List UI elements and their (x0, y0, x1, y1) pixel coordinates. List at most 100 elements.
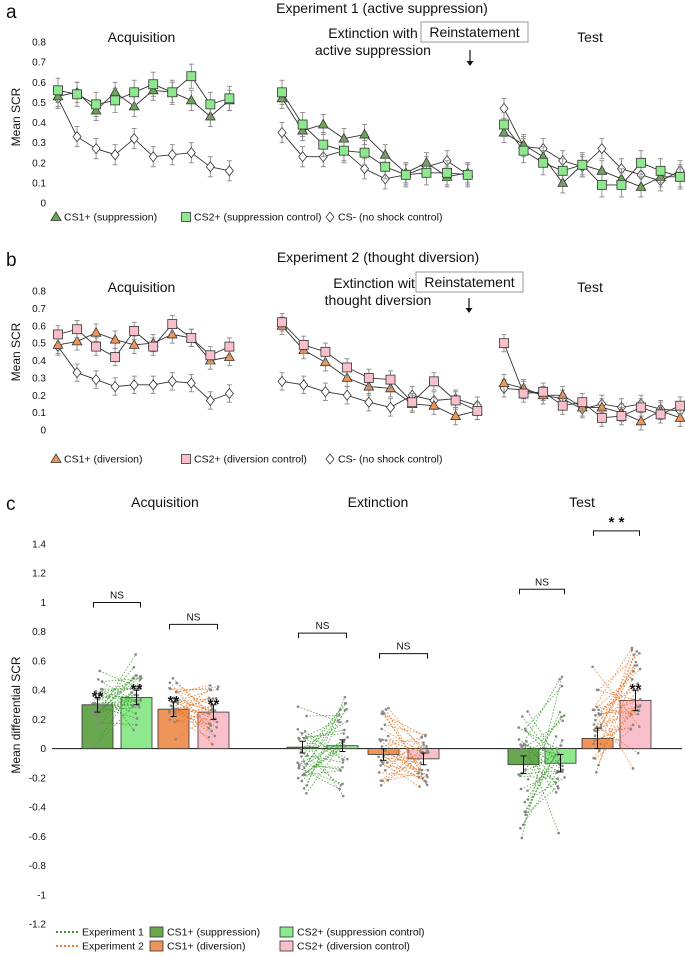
subject-dot (343, 728, 346, 732)
subject-line (381, 737, 422, 747)
y-tick-label: -1.2 (29, 920, 47, 931)
subject-dot (135, 717, 139, 720)
legend-box (279, 926, 294, 938)
section-title-line: Test (577, 279, 603, 295)
data-point-square (636, 157, 646, 168)
subject-line (599, 706, 640, 715)
data-point-square (186, 333, 197, 343)
y-tick-label: 0.2 (32, 715, 46, 726)
data-point-diamond (186, 147, 196, 159)
subject-line (381, 728, 423, 753)
subject-dot (599, 742, 603, 746)
y-tick-label: 0.3 (32, 138, 46, 149)
subject-line (169, 719, 211, 725)
section-title-line: Extinction with (328, 25, 417, 41)
subject-dot (305, 792, 308, 795)
subject-dot (598, 749, 601, 753)
subject-dot (561, 764, 564, 768)
subject-dot (592, 728, 596, 732)
subject-dot (592, 723, 596, 726)
y-tick-label: -0.4 (29, 803, 47, 814)
comparison-bracket (593, 530, 640, 536)
subject-dot (208, 684, 212, 687)
data-point-diamond (205, 161, 215, 173)
subject-line (177, 720, 210, 738)
data-point-triangle (185, 94, 197, 105)
data-point-triangle (71, 335, 83, 346)
subject-line (598, 689, 635, 711)
subject-dot (91, 709, 95, 713)
subject-dot (132, 665, 136, 669)
subject-dot (381, 710, 384, 713)
data-point-triangle (128, 339, 140, 349)
subject-line (524, 685, 563, 730)
data-point-square (538, 157, 549, 168)
data-point-square (224, 93, 235, 104)
subject-line (520, 769, 563, 790)
section-title: Test (577, 29, 603, 45)
subject-dot (297, 736, 300, 740)
subject-line (384, 724, 426, 736)
y-tick-label: 0 (40, 426, 46, 437)
subject-line (520, 744, 558, 772)
series-line (281, 321, 478, 412)
data-point-diamond (277, 375, 287, 387)
subject-dot (171, 677, 175, 680)
subject-line (525, 740, 563, 813)
subject-dot (296, 776, 300, 780)
section-title: Acquisition (108, 29, 176, 45)
section-title-line: thought diversion (325, 292, 432, 308)
data-point-square (557, 165, 568, 176)
subject-dot (100, 694, 103, 697)
subject-dot (523, 800, 527, 804)
subject-dot (593, 734, 597, 738)
subject-line (99, 654, 137, 712)
data-point-triangle (128, 100, 140, 111)
section-title: Extinction (348, 494, 409, 510)
data-point-square (472, 405, 483, 416)
subject-dot (138, 683, 142, 687)
subject-dot (558, 677, 561, 681)
data-point-square (616, 411, 627, 422)
y-tick-label: 1.4 (32, 540, 46, 551)
subject-dot (131, 705, 135, 708)
data-point-square (129, 326, 140, 336)
data-point-square (616, 179, 627, 190)
data-point-square (298, 339, 309, 350)
subject-line (519, 720, 563, 752)
subject-dot (172, 696, 175, 700)
significance-stars: ** (208, 696, 220, 713)
subject-line (95, 696, 136, 714)
subject-dot (379, 784, 383, 787)
subject-line (595, 654, 635, 773)
subject-dot (556, 786, 560, 790)
subject-dot (214, 696, 218, 700)
subject-dot (425, 745, 428, 748)
subject-line (170, 688, 211, 691)
subject-line (99, 670, 141, 690)
subject-dot (297, 766, 301, 770)
subject-dot (422, 741, 425, 744)
subject-dot (518, 750, 522, 754)
subject-line (97, 679, 139, 705)
subject-dot (95, 714, 98, 717)
subject-dot (209, 688, 213, 692)
section-title-line: active suppression (315, 42, 431, 58)
series-line (281, 132, 468, 180)
panel-c-label: c (6, 494, 16, 515)
y-tick-label: 0.1 (32, 178, 46, 189)
subject-line (304, 731, 344, 761)
bracket-significance: * * (609, 514, 625, 531)
legend-label: CS1+ (suppression) (64, 212, 157, 224)
subject-dot (341, 794, 345, 798)
bracket-ns: NS (187, 612, 201, 623)
legend-label: CS1+ (suppression) (167, 927, 260, 939)
subject-line (382, 739, 421, 752)
subject-dot (93, 745, 96, 748)
subject-line (306, 714, 340, 717)
panel-a-label: a (6, 2, 17, 23)
subject-line (518, 739, 564, 771)
subject-dot (591, 665, 594, 669)
data-point-square (655, 165, 666, 176)
legend-label: CS2+ (suppression control) (194, 212, 322, 224)
